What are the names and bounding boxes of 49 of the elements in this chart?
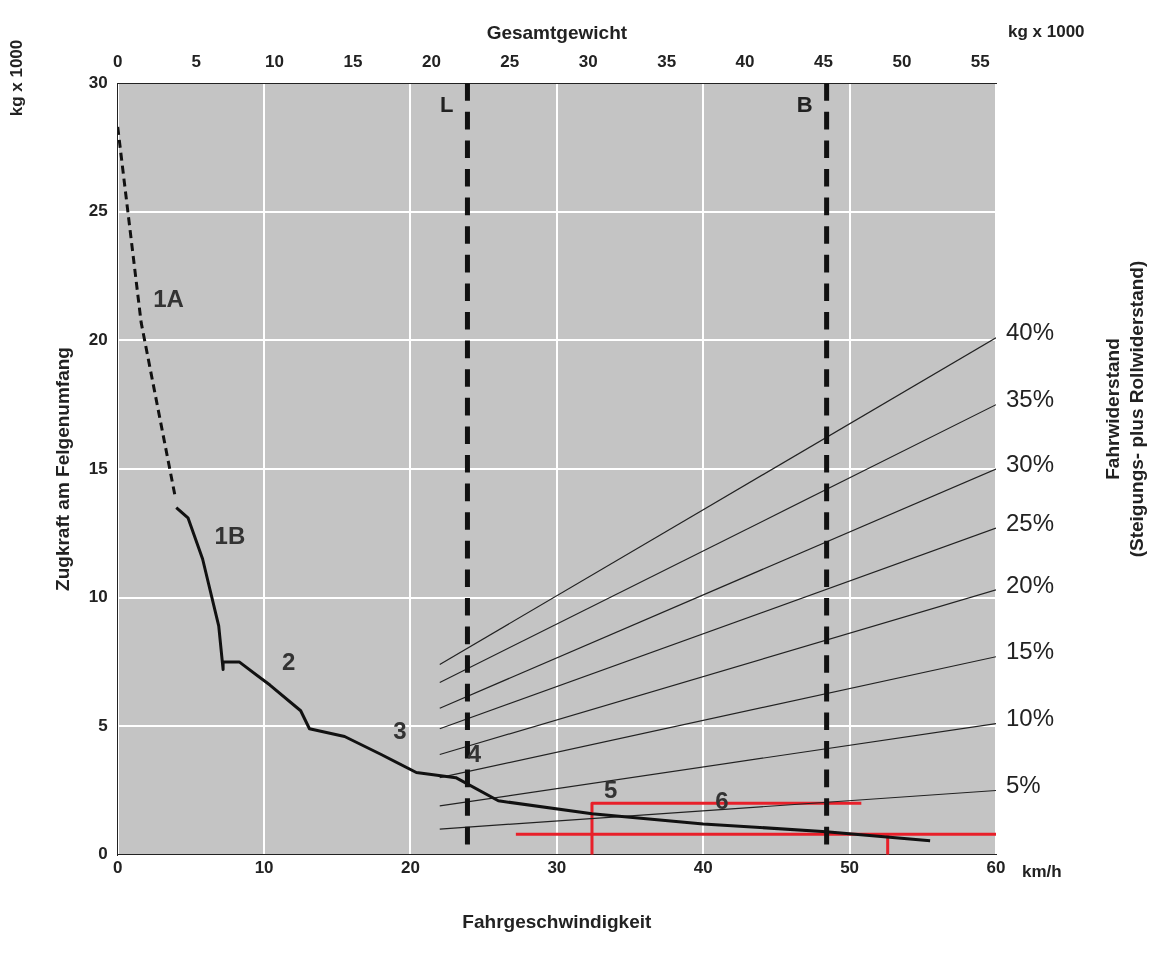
x2-tick-label: 55 xyxy=(970,51,990,71)
annotation: 5 xyxy=(603,776,618,804)
annotation: 2 xyxy=(281,647,296,675)
x-tick-label: 40 xyxy=(693,857,713,877)
text: kg x 1000 xyxy=(7,39,27,117)
y-tick-label: 10 xyxy=(88,587,108,607)
y-tick-label: 0 xyxy=(98,844,108,864)
x2-tick-label: 35 xyxy=(657,51,677,71)
series-label: 15% xyxy=(1006,637,1055,665)
x2-tick-label: 40 xyxy=(735,51,755,71)
series-label: 20% xyxy=(1006,570,1055,598)
series-label: 10% xyxy=(1006,704,1055,732)
y-tick-label: 15 xyxy=(88,458,108,478)
x2-tick-label: 50 xyxy=(892,51,912,71)
annotation: 3 xyxy=(393,717,407,745)
y-tick-label: 30 xyxy=(88,72,108,92)
text: km/h xyxy=(1022,862,1062,882)
x-tick-label: 20 xyxy=(401,857,420,877)
x-tick-label: 10 xyxy=(254,857,274,877)
y-tick-label: 25 xyxy=(88,201,108,221)
series-label: 40% xyxy=(1006,318,1055,346)
text: Fahrwiderstand (Steigungs- plus Rollwiderstand) xyxy=(1102,260,1148,558)
x2-tick-label: 0 xyxy=(112,51,123,71)
x2-tick-label: 25 xyxy=(500,51,520,71)
x-tick-label: 50 xyxy=(840,857,860,877)
series-label: 25% xyxy=(1006,508,1055,536)
series-label: 5% xyxy=(1006,771,1041,799)
series-label: 35% xyxy=(1006,385,1055,413)
x-tick-label: 60 xyxy=(986,857,1006,877)
x2-tick-label: 45 xyxy=(814,51,833,71)
x2-axis-title: Gesamtgewicht xyxy=(486,21,628,43)
ref-line-label: B xyxy=(796,92,813,118)
x2-tick-label: 15 xyxy=(343,51,363,71)
x2-tick-label: 30 xyxy=(578,51,598,71)
ref-line-label: L xyxy=(440,92,454,118)
y-tick-label: 5 xyxy=(98,715,108,735)
x2-tick-label: 20 xyxy=(421,51,441,71)
y-tick-label: 20 xyxy=(88,330,108,350)
x2-tick-label: 10 xyxy=(265,51,285,71)
annotation: 4 xyxy=(467,740,482,768)
x2-tick-label: 5 xyxy=(191,51,201,71)
annotation: 1B xyxy=(214,521,246,549)
x-tick-label: 0 xyxy=(112,857,123,877)
series-label: 30% xyxy=(1006,449,1055,477)
x-tick-label: 30 xyxy=(547,857,567,877)
x-axis-title: Fahrgeschwindigkeit xyxy=(462,910,653,932)
annotation: 1A xyxy=(153,285,184,313)
text: kg x 1000 xyxy=(1008,21,1085,41)
y-axis-title: Zugkraft am Felgenumfang xyxy=(51,347,73,591)
